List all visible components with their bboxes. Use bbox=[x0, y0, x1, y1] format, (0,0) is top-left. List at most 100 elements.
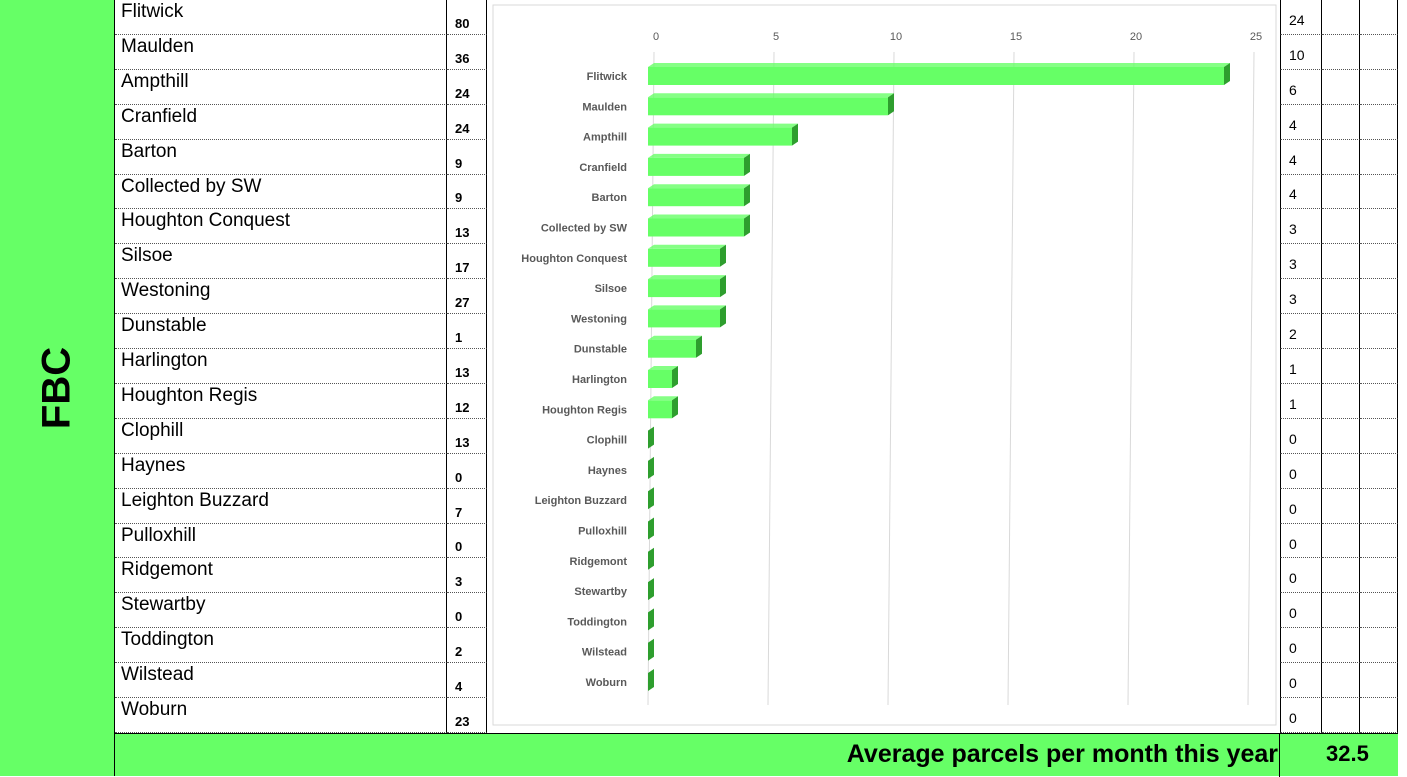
row-count: 0 bbox=[447, 453, 487, 489]
category-label: Haynes bbox=[588, 465, 627, 477]
empty-cell bbox=[1360, 0, 1398, 35]
row-count: 24 bbox=[447, 104, 487, 140]
bar-side bbox=[648, 608, 654, 631]
category-label: Woburn bbox=[586, 677, 628, 689]
empty-cell bbox=[1322, 314, 1360, 350]
bar-side bbox=[672, 366, 678, 388]
footer-label: Average parcels per month this year bbox=[846, 740, 1278, 768]
empty-cell bbox=[1360, 558, 1398, 594]
row-count: 9 bbox=[447, 139, 487, 175]
row-count: 24 bbox=[447, 69, 487, 105]
row-name: Pulloxhill bbox=[115, 523, 447, 559]
row-name: Barton bbox=[115, 139, 447, 175]
bar bbox=[648, 214, 750, 237]
group-label: FBC bbox=[34, 346, 79, 430]
empty-cell bbox=[1360, 34, 1398, 70]
row-value: 6 bbox=[1280, 69, 1322, 105]
empty-cell bbox=[1360, 383, 1398, 419]
bar bbox=[648, 487, 654, 510]
bar-top bbox=[648, 396, 678, 401]
row-value: 0 bbox=[1280, 628, 1322, 664]
bar bbox=[648, 366, 678, 388]
x-tick-label: 10 bbox=[890, 31, 902, 43]
row-value: 0 bbox=[1280, 593, 1322, 629]
row-name: Stewartby bbox=[115, 593, 447, 629]
category-label: Dunstable bbox=[574, 344, 627, 356]
category-label: Leighton Buzzard bbox=[535, 495, 627, 507]
bar bbox=[648, 275, 726, 298]
empty-cell bbox=[1322, 104, 1360, 140]
bar-front bbox=[648, 188, 744, 207]
row-count: 9 bbox=[447, 174, 487, 210]
grid-line bbox=[767, 51, 775, 706]
bar-side bbox=[720, 305, 726, 328]
bar-front bbox=[648, 370, 672, 388]
row-value: 24 bbox=[1280, 0, 1322, 35]
grid-line bbox=[1127, 51, 1135, 706]
bar bbox=[648, 578, 654, 601]
empty-cell bbox=[1360, 244, 1398, 280]
empty-cell bbox=[1360, 698, 1398, 733]
bar-side bbox=[744, 153, 750, 176]
bar bbox=[648, 669, 654, 691]
bar-side bbox=[648, 456, 654, 479]
row-count: 2 bbox=[447, 628, 487, 664]
chart-area bbox=[492, 4, 1277, 726]
bar-side bbox=[696, 335, 702, 358]
empty-cell bbox=[1360, 314, 1398, 350]
row-value: 4 bbox=[1280, 139, 1322, 175]
row-value: 0 bbox=[1280, 523, 1322, 559]
empty-cell bbox=[1322, 558, 1360, 594]
empty-cell bbox=[1360, 279, 1398, 315]
bar-side bbox=[648, 669, 654, 691]
row-name: Flitwick bbox=[115, 0, 447, 35]
category-label: Houghton Conquest bbox=[521, 253, 627, 265]
empty-cell bbox=[1322, 0, 1360, 35]
empty-cell bbox=[1360, 104, 1398, 140]
bar-top bbox=[648, 123, 798, 128]
row-value: 3 bbox=[1280, 209, 1322, 245]
row-count: 17 bbox=[447, 244, 487, 280]
bar-side bbox=[792, 123, 798, 146]
row-name: Ridgemont bbox=[115, 558, 447, 594]
footer-row: Average parcels per month this year 32.5 bbox=[115, 733, 1398, 777]
empty-cell bbox=[1322, 209, 1360, 245]
chart: 0 5 10 15 20 25 Flitwick Maulden Ampthill Cranfie… bbox=[492, 4, 1277, 726]
row-name: Maulden bbox=[115, 34, 447, 70]
bar bbox=[648, 517, 654, 540]
bar-front bbox=[648, 400, 672, 419]
x-tick-label: 25 bbox=[1250, 31, 1262, 43]
empty-cell bbox=[1360, 453, 1398, 489]
row-value: 10 bbox=[1280, 34, 1322, 70]
row-name: Cranfield bbox=[115, 104, 447, 140]
bar-side bbox=[648, 487, 654, 510]
bar bbox=[648, 63, 1230, 85]
bar-top bbox=[648, 214, 750, 219]
empty-cell bbox=[1322, 488, 1360, 524]
category-label: Stewartby bbox=[574, 586, 627, 598]
category-label: Silsoe bbox=[595, 283, 627, 295]
bar bbox=[648, 123, 798, 146]
bar-front bbox=[648, 218, 744, 237]
row-name: Houghton Regis bbox=[115, 383, 447, 419]
empty-cell bbox=[1322, 383, 1360, 419]
bar bbox=[648, 547, 654, 570]
row-value: 1 bbox=[1280, 349, 1322, 384]
bar-top bbox=[648, 305, 726, 310]
empty-cell bbox=[1322, 34, 1360, 70]
x-tick-label: 0 bbox=[653, 31, 659, 43]
row-name: Ampthill bbox=[115, 69, 447, 105]
empty-cell bbox=[1322, 244, 1360, 280]
row-name: Collected by SW bbox=[115, 174, 447, 210]
row-value: 0 bbox=[1280, 418, 1322, 454]
row-count: 23 bbox=[447, 698, 487, 733]
x-tick-label: 5 bbox=[773, 31, 779, 43]
row-name: Clophill bbox=[115, 418, 447, 454]
category-label: Maulden bbox=[582, 101, 627, 113]
bar-front bbox=[648, 97, 888, 116]
empty-cell bbox=[1360, 139, 1398, 175]
empty-cell bbox=[1322, 453, 1360, 489]
bar-front bbox=[648, 127, 792, 146]
row-count: 13 bbox=[447, 349, 487, 384]
bar-side bbox=[744, 214, 750, 237]
